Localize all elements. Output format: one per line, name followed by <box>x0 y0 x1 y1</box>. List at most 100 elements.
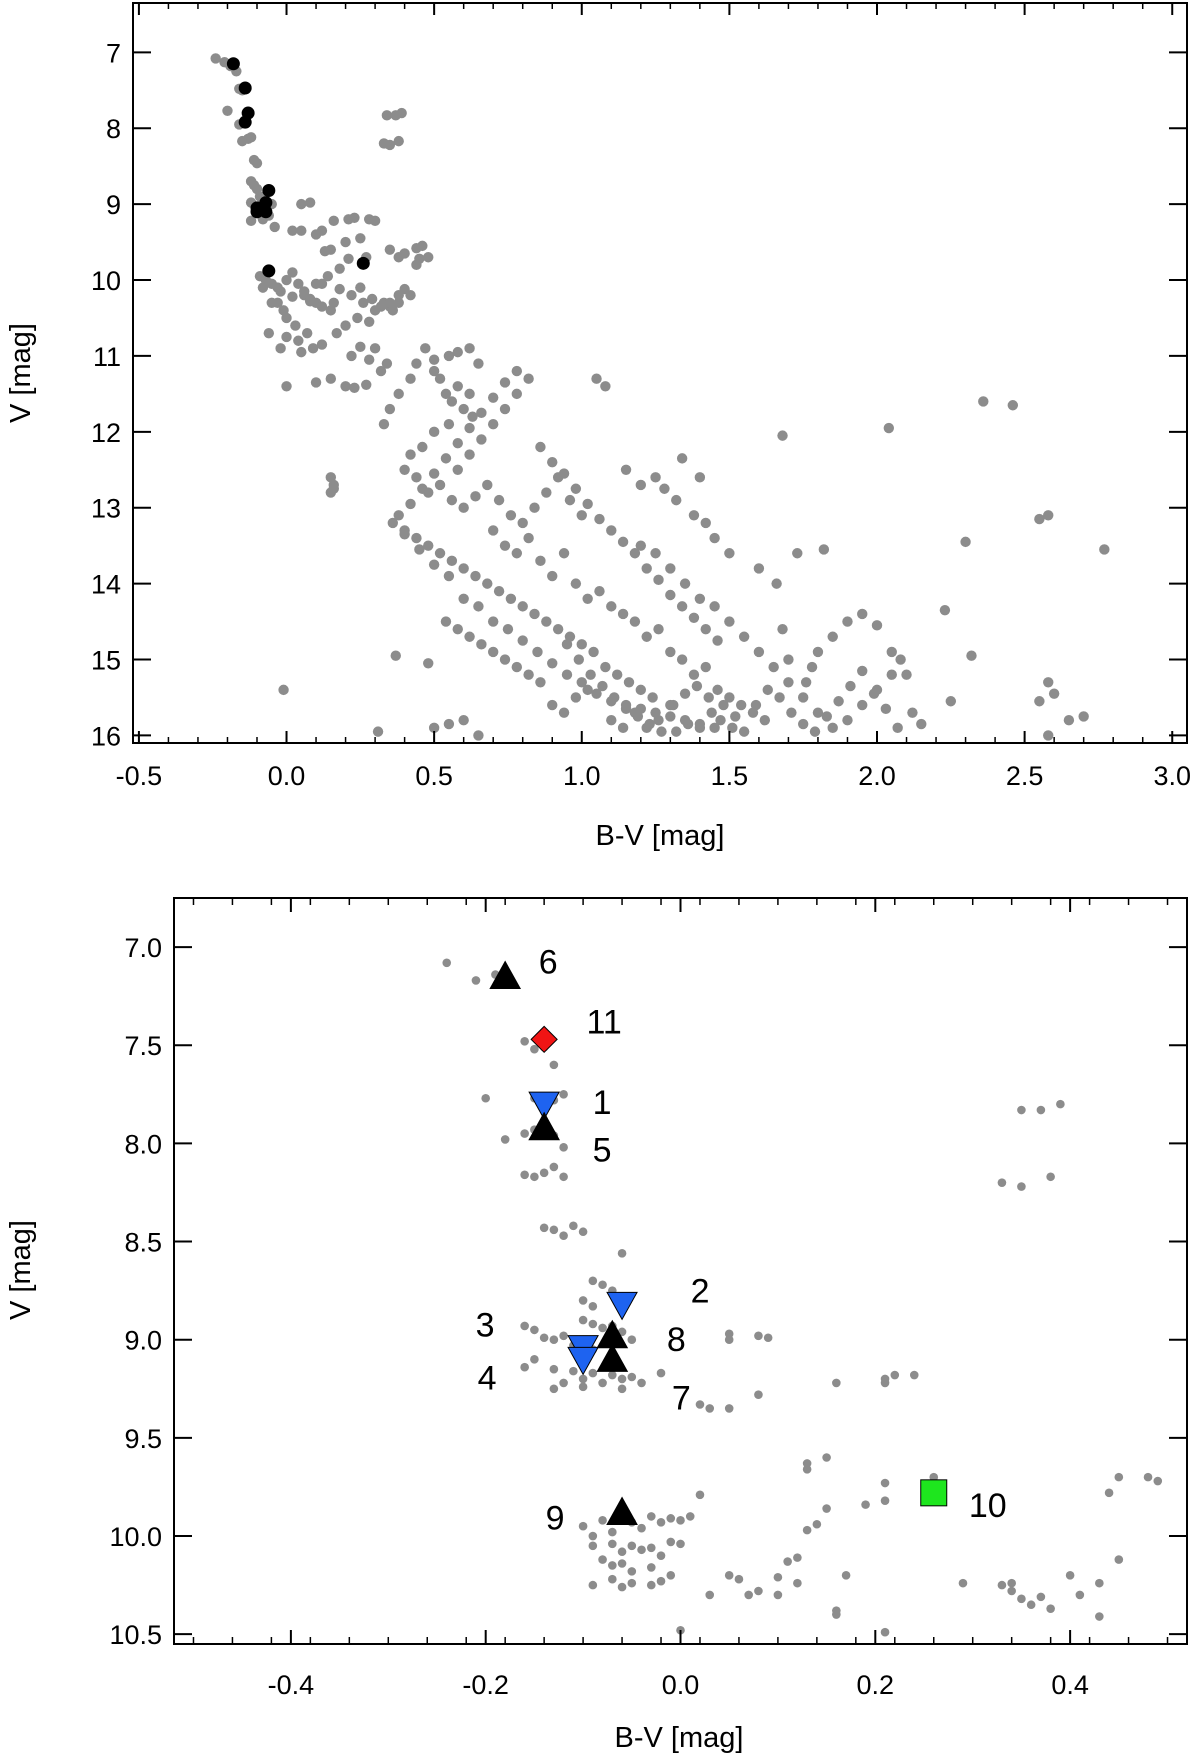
field-star-point <box>470 491 481 502</box>
field-star-point <box>434 373 446 384</box>
field-star-point <box>570 578 582 589</box>
field-star-point <box>499 377 511 388</box>
field-star-point <box>499 403 511 415</box>
y-tick-label: 8.5 <box>124 1228 162 1258</box>
field-star-point <box>511 365 523 377</box>
field-star-point <box>378 419 390 430</box>
field-star-point <box>517 635 528 646</box>
star-number-label: 10 <box>969 1487 1007 1525</box>
field-star-point <box>777 623 788 635</box>
field-star-point <box>812 707 824 718</box>
field-star-point <box>627 1567 637 1576</box>
field-star-point <box>458 502 469 513</box>
field-star-point <box>641 631 652 642</box>
field-star-point <box>578 1227 588 1237</box>
star-number-label: 2 <box>691 1272 710 1310</box>
field-star-point <box>502 623 514 635</box>
field-star-point <box>597 680 608 692</box>
field-star-point <box>443 718 455 730</box>
field-star-point <box>434 548 446 559</box>
field-star-point <box>861 1500 870 1509</box>
field-star-point <box>443 570 455 582</box>
field-star-point <box>304 296 316 307</box>
x-tick-label: 0.2 <box>857 1670 895 1700</box>
field-star-point <box>549 1162 559 1172</box>
field-star-point <box>754 1390 763 1399</box>
field-star-point <box>500 1135 510 1144</box>
field-star-point <box>251 157 263 169</box>
field-star-point <box>381 110 393 121</box>
field-star-point <box>334 283 345 295</box>
y-tick-label: 9.0 <box>124 1326 162 1356</box>
x-tick-label: 0.0 <box>662 1670 700 1700</box>
x-tick-label: 1.5 <box>711 761 749 791</box>
field-star-point <box>511 548 523 559</box>
field-star-point <box>793 1578 802 1588</box>
field-star-point <box>759 715 771 726</box>
field-star-point <box>1017 1105 1026 1115</box>
field-star-point <box>821 711 833 722</box>
field-star-point <box>440 388 452 400</box>
field-star-point <box>786 707 797 718</box>
field-star-point <box>369 343 381 354</box>
field-star-point <box>358 297 369 308</box>
field-star-point <box>399 248 410 259</box>
field-star-point <box>487 525 499 536</box>
field-star-point <box>296 198 307 210</box>
field-star-point <box>588 1276 598 1286</box>
field-star-point <box>423 252 434 263</box>
x-tick-label: 1.0 <box>563 761 601 791</box>
field-star-point <box>730 711 741 722</box>
field-star-point <box>1043 730 1054 741</box>
field-star-point <box>1043 510 1054 521</box>
field-star-point <box>355 233 366 244</box>
field-star-point <box>1007 400 1019 411</box>
field-star-point <box>464 388 475 400</box>
field-star-point <box>523 532 534 544</box>
x-tick-label: 2.5 <box>1006 761 1044 791</box>
field-star-point <box>709 532 720 544</box>
field-star-point <box>617 608 629 620</box>
field-star-point <box>676 654 688 665</box>
down-triangle-marker <box>567 1346 599 1376</box>
field-star-point <box>709 601 720 612</box>
field-star-point <box>523 669 534 680</box>
field-star-point <box>738 726 750 737</box>
field-star-point <box>529 608 540 620</box>
y-tick-label: 8 <box>106 114 121 144</box>
field-star-point <box>712 684 723 696</box>
field-star-point <box>549 1364 559 1374</box>
field-star-point <box>611 669 623 680</box>
field-star-point <box>608 1527 617 1537</box>
field-star-point <box>635 703 647 715</box>
field-star-point <box>653 623 664 635</box>
field-star-point <box>473 730 484 741</box>
field-star-point <box>653 574 664 586</box>
field-star-point <box>594 586 605 597</box>
field-star-point <box>812 1519 822 1529</box>
field-star-point <box>499 654 511 665</box>
field-star-point <box>705 1404 715 1413</box>
field-star-point <box>520 1129 529 1138</box>
field-star-point <box>446 396 458 407</box>
field-star-point <box>822 1504 831 1513</box>
field-star-point <box>666 1514 676 1523</box>
field-star-point <box>792 548 803 559</box>
field-star-point <box>694 718 706 730</box>
field-star-point <box>637 1545 646 1555</box>
field-star-point <box>620 699 632 711</box>
field-star-point <box>539 1333 549 1343</box>
bottom-star-markers: 1 2 3 4 5 6 7 8 9 10 11 <box>476 944 1007 1538</box>
field-star-point <box>646 1580 656 1590</box>
field-star-point <box>482 578 493 589</box>
field-star-point <box>529 502 540 513</box>
field-star-point <box>517 601 528 612</box>
y-tick-label: 11 <box>93 342 121 372</box>
field-star-point <box>688 612 700 623</box>
field-star-point <box>641 563 652 574</box>
field-star-point <box>909 1370 919 1380</box>
field-star-point <box>464 343 475 354</box>
field-star-point <box>890 1370 900 1380</box>
field-star-point <box>328 483 339 494</box>
field-star-point <box>715 715 726 726</box>
